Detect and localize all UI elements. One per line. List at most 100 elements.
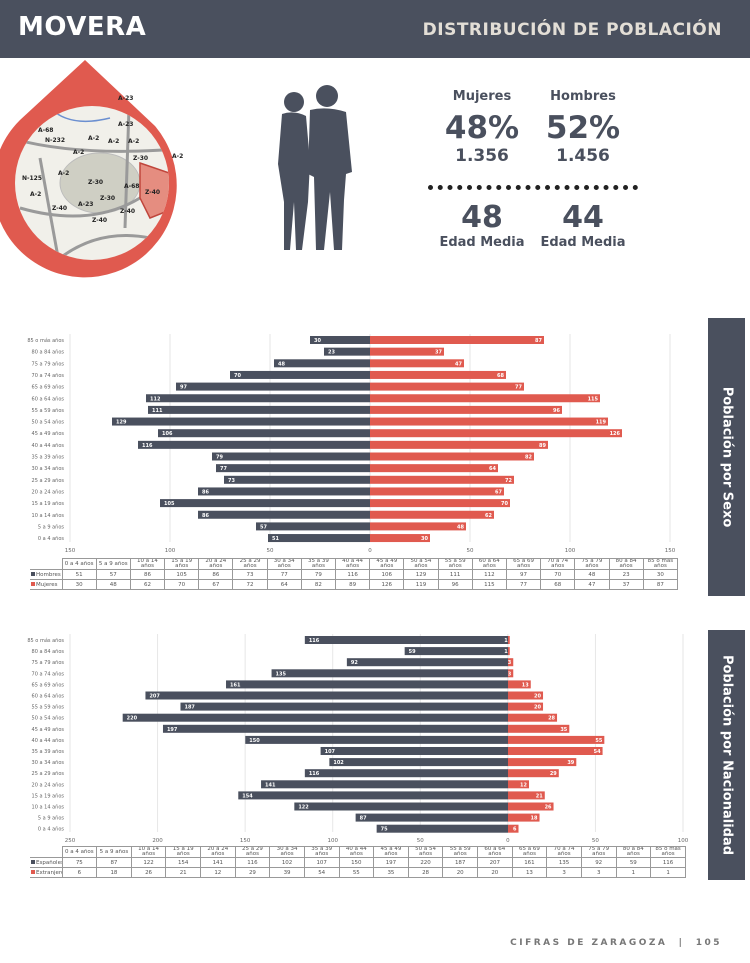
bar-españoles: [145, 691, 508, 700]
bar-extranjeros: [508, 724, 570, 733]
bar-españoles: [226, 680, 508, 689]
bar-mujeres: [370, 394, 600, 403]
table-cell: 79: [300, 569, 337, 580]
x-tick-label: 100: [327, 838, 338, 844]
legend-swatch: [31, 571, 35, 576]
footer-page-number: CIFRAS DE ZARAGOZA | 105: [510, 938, 722, 948]
table-header-cell: 15 a 19 años: [164, 558, 200, 570]
bar-value-label: 54: [594, 749, 601, 755]
couple-silhouette: [278, 85, 352, 251]
y-category-label: 10 a 14 años: [32, 805, 65, 811]
bar-mujeres: [370, 440, 548, 449]
table-cell: 12: [200, 867, 236, 878]
map-road-label: Z-40: [52, 205, 67, 212]
y-category-label: 70 a 74 años: [32, 373, 65, 379]
bar-españoles: [122, 713, 508, 722]
table-cell: 154: [165, 857, 201, 868]
bar-value-label: 87: [360, 816, 367, 822]
bar-mujeres: [370, 429, 622, 438]
bar-value-label: 116: [309, 638, 320, 644]
bar-value-label: 13: [522, 682, 529, 688]
bar-hombres: [216, 464, 370, 473]
table-cell: 68: [540, 579, 576, 590]
bar-mujeres: [370, 347, 444, 356]
y-category-label: 55 a 59 años: [32, 705, 65, 711]
bar-value-label: 89: [539, 443, 546, 449]
bar-value-label: 23: [328, 350, 335, 356]
table-cell: 106: [369, 569, 405, 580]
bar-value-label: 116: [309, 771, 320, 777]
y-category-label: 65 a 69 años: [32, 385, 65, 391]
table-cell: 30: [61, 579, 97, 590]
map-road-label: A-2: [88, 135, 99, 142]
bar-extranjeros: [508, 680, 531, 689]
series-legend: Españoles: [30, 857, 63, 868]
section-title: Población por Sexo: [719, 386, 734, 528]
table-corner: [30, 847, 62, 858]
table-header-cell: 75 a 79 años: [580, 846, 617, 858]
table-header-cell: 55 a 59 años: [442, 846, 478, 858]
women-age-value: 48: [461, 200, 503, 235]
table-cell: 77: [266, 569, 302, 580]
y-category-label: 20 a 24 años: [32, 782, 65, 788]
pyramid-chart-nationality: 250 200 150 100 50 0 50 100 0 a 4 años 75 6 5 a 9 a…: [27, 634, 689, 844]
bar-value-label: 12: [520, 782, 527, 788]
bar-value-label: 26: [545, 805, 552, 811]
map-road-label: Z-40: [92, 217, 107, 224]
table-cell: 39: [269, 867, 305, 878]
y-category-label: 25 a 29 años: [32, 771, 65, 777]
y-category-label: 40 a 44 años: [32, 738, 65, 744]
table-cell: 96: [437, 579, 473, 590]
table-header-cell: 15 a 19 años: [165, 846, 201, 858]
bar-value-label: 67: [495, 489, 502, 495]
series-legend: Hombres: [30, 569, 63, 580]
table-cell: 3: [546, 867, 582, 878]
y-category-label: 0 a 4 años: [38, 536, 64, 542]
bar-hombres: [224, 475, 370, 484]
table-header-cell: 55 a 59 años: [437, 558, 473, 570]
table-header-cell: 60 a 64 años: [471, 558, 507, 570]
y-category-label: 35 a 39 años: [32, 455, 65, 461]
bar-extranjeros: [508, 713, 558, 722]
table-header-cell: 0 a 4 años: [61, 558, 97, 570]
bar-hombres: [146, 394, 370, 403]
bar-value-label: 62: [485, 513, 492, 519]
table-cell: 20: [477, 867, 513, 878]
legend-swatch: [31, 581, 35, 586]
bar-value-label: 1: [504, 638, 508, 644]
map-road-label: Z-40: [120, 208, 135, 215]
bar-españoles: [346, 658, 508, 667]
bar-españoles: [271, 669, 508, 678]
bar-hombres: [310, 336, 370, 344]
table-cell: 18: [96, 867, 132, 878]
y-category-label: 65 a 69 años: [32, 682, 65, 688]
table-cell: 116: [334, 569, 371, 580]
bar-hombres: [112, 417, 370, 426]
y-category-label: 15 a 19 años: [32, 793, 65, 799]
table-cell: 54: [303, 867, 340, 878]
bar-value-label: 92: [351, 660, 358, 666]
bar-value-label: 102: [333, 760, 344, 766]
bar-value-label: 6: [513, 827, 517, 833]
bar-extranjeros: [508, 658, 514, 667]
table-cell: 28: [407, 867, 444, 878]
bar-hombres: [274, 359, 370, 368]
y-category-label: 0 a 4 años: [38, 827, 64, 833]
bar-españoles: [304, 769, 508, 778]
table-cell: 197: [373, 857, 409, 868]
bar-value-label: 28: [548, 716, 555, 722]
bar-value-label: 141: [265, 782, 276, 788]
table-cell: 126: [369, 579, 405, 590]
table-cell: 47: [574, 579, 610, 590]
x-tick-label: 250: [65, 838, 76, 844]
bar-value-label: 115: [588, 396, 599, 402]
bar-value-label: 48: [457, 524, 464, 530]
bar-value-label: 126: [610, 431, 621, 437]
data-table-nationality: 0 a 4 años 5 a 9 años 10 a 14 años 15 a 19 …: [30, 846, 686, 878]
bar-españoles: [304, 636, 508, 644]
x-tick-label: 100: [565, 548, 576, 554]
bar-value-label: 3: [508, 671, 512, 677]
table-header-cell: 35 a 39 años: [300, 558, 337, 570]
table-cell: 62: [129, 579, 166, 590]
bar-hombres: [198, 510, 370, 519]
